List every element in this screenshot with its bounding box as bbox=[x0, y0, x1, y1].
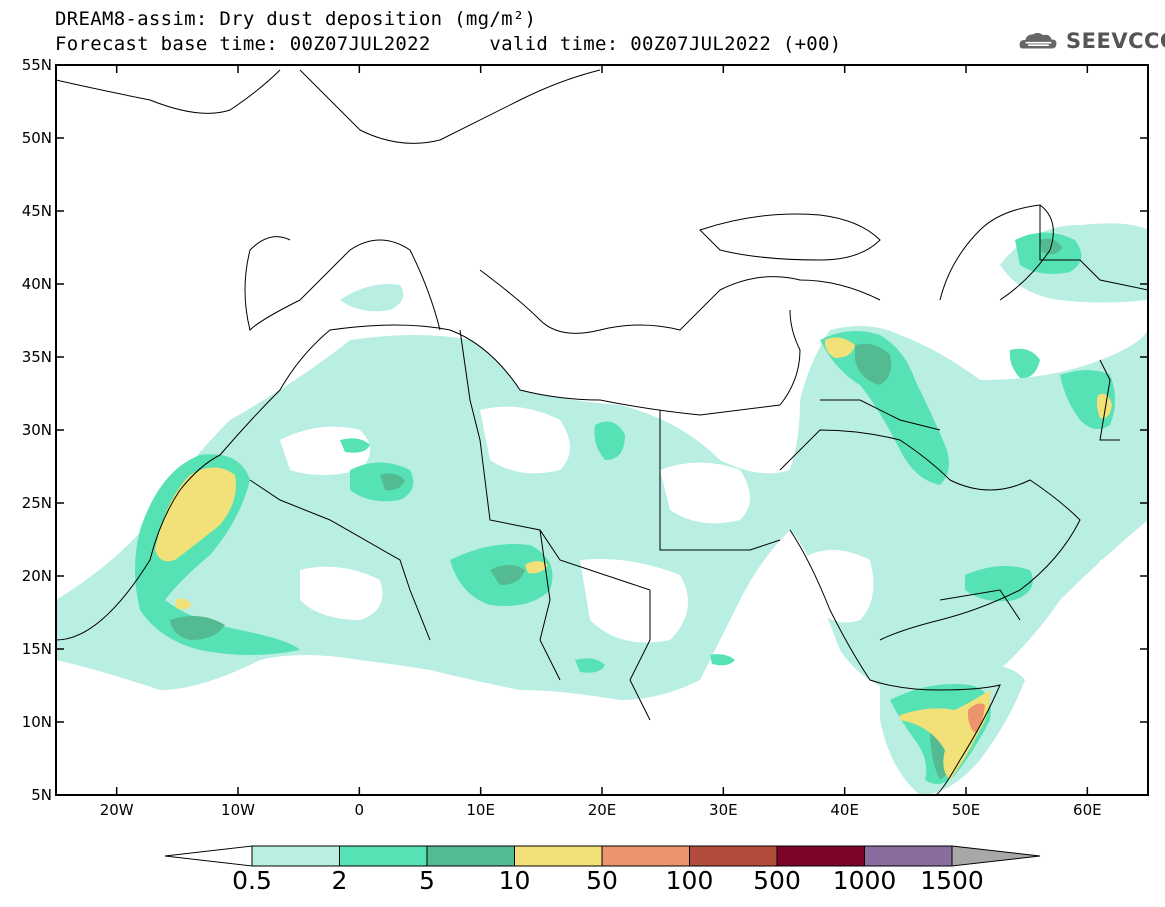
colorbar bbox=[164, 845, 1041, 867]
lat-label: 20N bbox=[22, 567, 52, 585]
colorbar-level-label: 50 bbox=[586, 866, 618, 895]
lat-axis: 55N 50N 45N 40N 35N 30N 25N 20N 15N 10N 5N bbox=[22, 56, 1148, 804]
colorbar-level-label: 10 bbox=[498, 866, 531, 895]
colorbar-level-label: 2 bbox=[331, 866, 348, 895]
lat-label: 40N bbox=[22, 275, 52, 293]
coastlines bbox=[56, 69, 1148, 795]
colorbar-swatch bbox=[601, 845, 690, 867]
lat-label: 5N bbox=[31, 786, 52, 804]
lon-label: 60E bbox=[1073, 801, 1102, 819]
logo-text: SEEVCCC bbox=[1066, 29, 1165, 53]
lat-label: 25N bbox=[22, 494, 52, 512]
colorbar-swatch bbox=[864, 845, 953, 867]
map-subtitle: Forecast base time: 00Z07JUL2022 valid t… bbox=[55, 33, 842, 55]
lon-axis: 20W 10W 0 10E 20E 30E 40E 50E 60E bbox=[100, 65, 1102, 819]
colorbar-swatch bbox=[339, 845, 428, 867]
colorbar-swatch bbox=[514, 845, 603, 867]
colorbar-level-label: 5 bbox=[419, 866, 435, 895]
cloud-logo-icon bbox=[1019, 32, 1057, 49]
deposition-field bbox=[56, 223, 1148, 795]
lon-label: 30E bbox=[709, 801, 738, 819]
lon-label: 10E bbox=[466, 801, 495, 819]
lon-label: 20E bbox=[588, 801, 617, 819]
colorbar-level-label: 1000 bbox=[832, 866, 897, 895]
lat-label: 35N bbox=[22, 348, 52, 366]
base-time: Forecast base time: 00Z07JUL2022 bbox=[55, 33, 431, 55]
lon-label: 40E bbox=[830, 801, 859, 819]
map-title: DREAM8-assim: Dry dust deposition (mg/m²… bbox=[55, 8, 537, 30]
lat-label: 30N bbox=[22, 421, 52, 439]
lon-label: 10W bbox=[221, 801, 255, 819]
colorbar-level-label: 1500 bbox=[920, 866, 984, 895]
colorbar-left-arrow bbox=[164, 845, 253, 867]
colorbar-level-label: 100 bbox=[665, 866, 714, 895]
lat-label: 45N bbox=[22, 202, 52, 220]
colorbar-level-label: 0.5 bbox=[232, 866, 272, 895]
colorbar-swatch bbox=[776, 845, 865, 867]
valid-time: valid time: 00Z07JUL2022 (+00) bbox=[489, 33, 842, 55]
lon-label: 0 bbox=[355, 801, 365, 819]
colorbar-level-label: 500 bbox=[753, 866, 801, 895]
lat-label: 50N bbox=[22, 129, 52, 147]
lat-label: 10N bbox=[22, 713, 52, 731]
colorbar-right-arrow bbox=[951, 845, 1041, 867]
lon-label: 20W bbox=[100, 801, 134, 819]
colorbar-swatch bbox=[251, 845, 340, 867]
lat-label: 15N bbox=[22, 640, 52, 658]
colorbar-swatch bbox=[689, 845, 778, 867]
colorbar-swatch bbox=[426, 845, 515, 867]
lon-label: 50E bbox=[952, 801, 981, 819]
lat-label: 55N bbox=[22, 56, 52, 74]
